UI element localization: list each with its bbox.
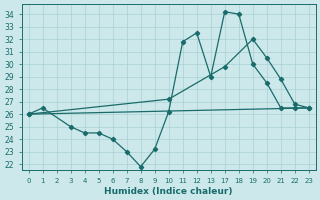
X-axis label: Humidex (Indice chaleur): Humidex (Indice chaleur) <box>104 187 233 196</box>
